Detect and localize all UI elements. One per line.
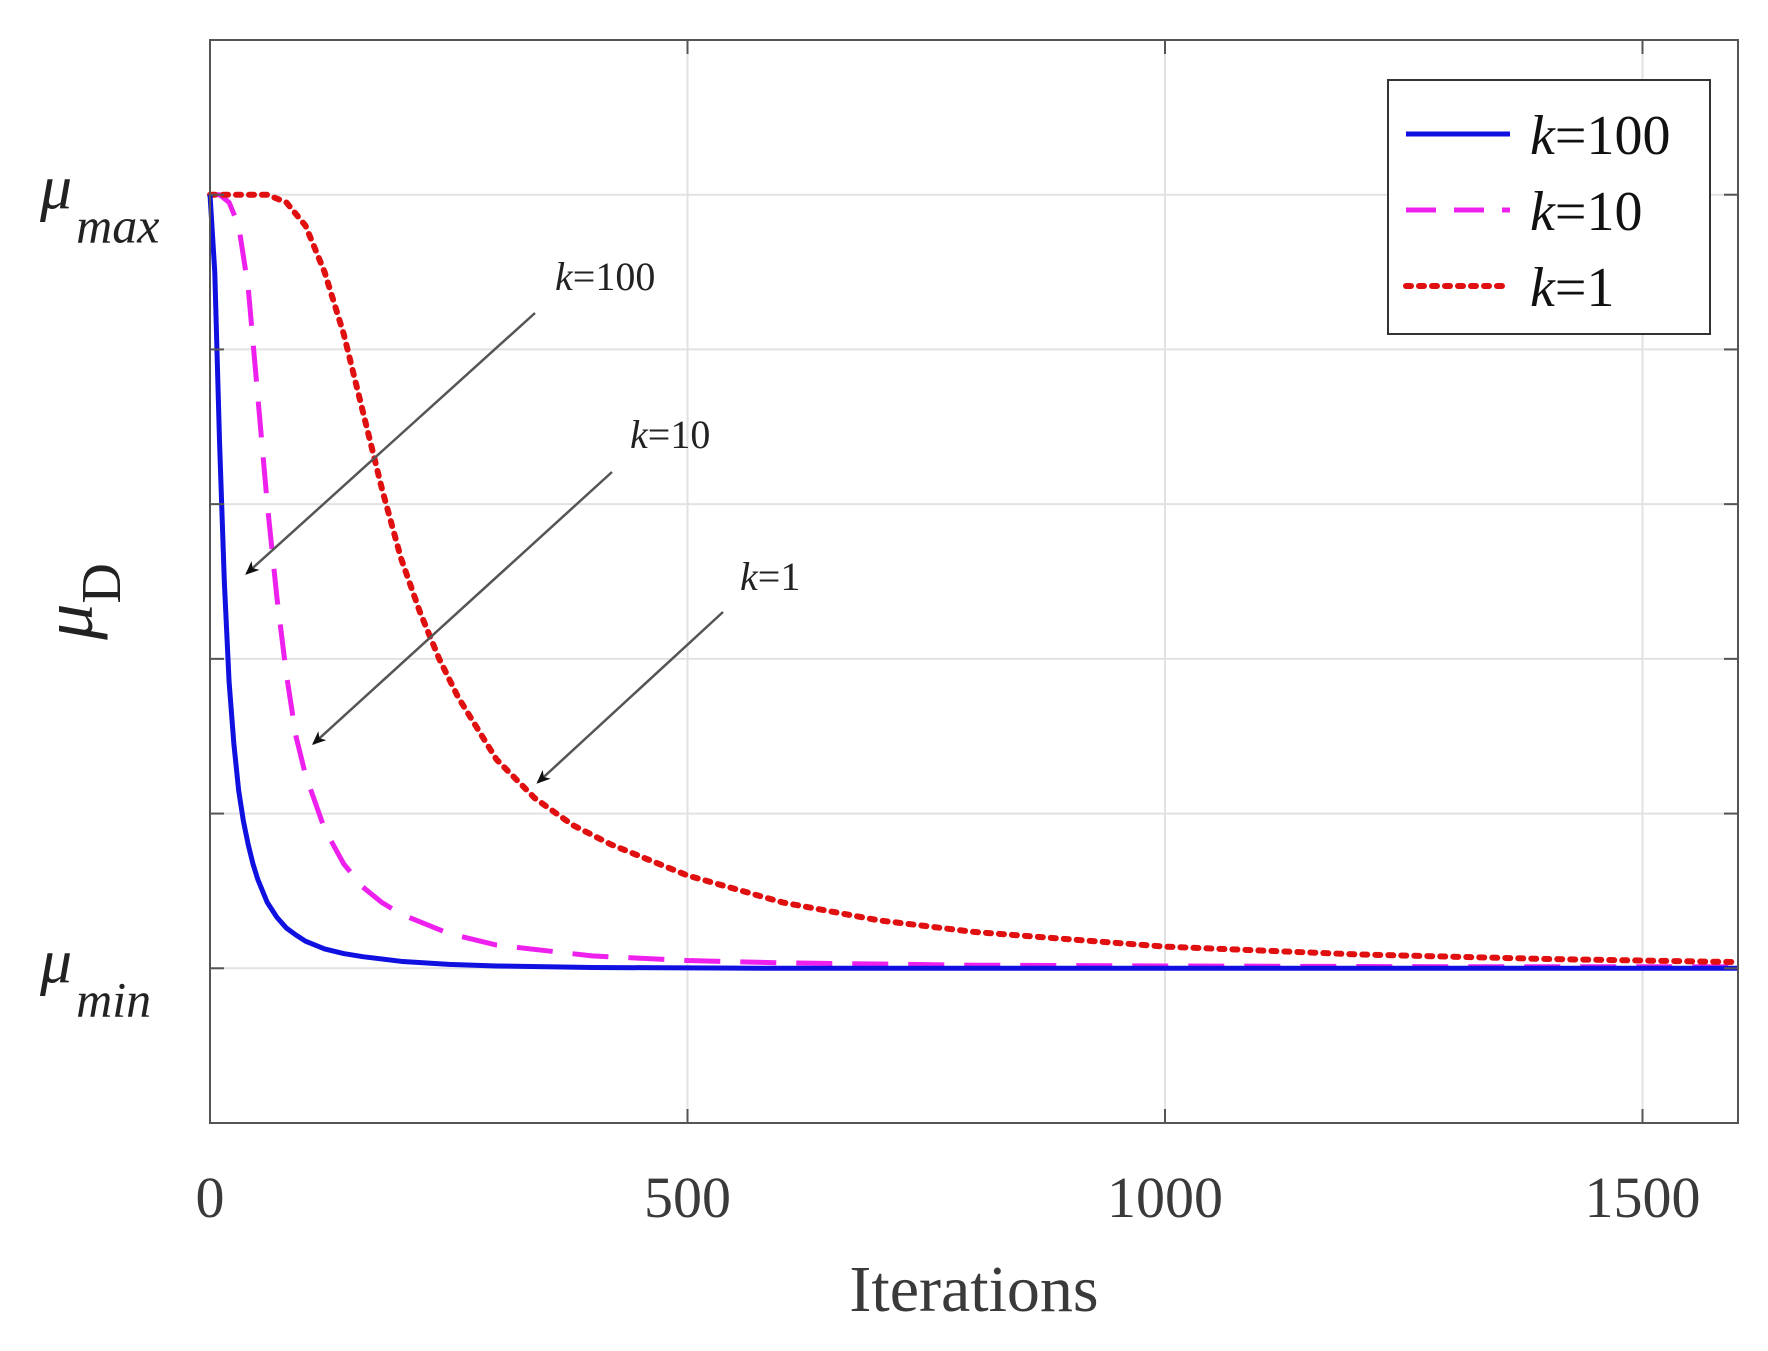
annotation-value: =10 bbox=[648, 412, 711, 457]
x-tick-labels: 0 500 1000 1500 bbox=[196, 1165, 1701, 1230]
x-tick-label: 0 bbox=[196, 1165, 225, 1230]
legend-k: k bbox=[1530, 181, 1556, 243]
annotation-k: k bbox=[740, 554, 759, 599]
series-layer bbox=[207, 191, 1741, 971]
legend-box bbox=[1387, 79, 1711, 335]
legend-k: k bbox=[1530, 257, 1556, 319]
y-tick-label: μmax bbox=[39, 152, 159, 254]
x-tick-label: 500 bbox=[644, 1165, 731, 1230]
annotation-arrow bbox=[245, 312, 536, 575]
series-line-k-100 bbox=[207, 194, 1738, 971]
y-axis-subscript: D bbox=[71, 563, 133, 603]
legend-label: k=10 bbox=[1530, 181, 1642, 243]
annotation-value: =1 bbox=[758, 554, 801, 599]
legend-k: k bbox=[1530, 105, 1556, 167]
legend-label: k=100 bbox=[1530, 105, 1670, 167]
annotation-label: k=100 bbox=[555, 254, 655, 299]
x-tick-label: 1000 bbox=[1107, 1165, 1223, 1230]
legend-label: k=1 bbox=[1530, 257, 1614, 319]
legend-value: =1 bbox=[1555, 257, 1615, 319]
annotation-label: k=10 bbox=[630, 412, 710, 457]
plot-frame bbox=[209, 39, 1739, 1124]
legend-value: =100 bbox=[1555, 105, 1671, 167]
annotation-arrow bbox=[312, 471, 613, 746]
y-tick-label-symbol: μ bbox=[39, 925, 72, 996]
series-line-k-1 bbox=[207, 191, 1741, 966]
x-axis-title: Iterations bbox=[849, 1253, 1098, 1326]
x-tick-label: 1500 bbox=[1585, 1165, 1701, 1230]
annotation-label: k=1 bbox=[740, 554, 800, 599]
y-tick-label-symbol: μ bbox=[39, 152, 72, 223]
y-axis-symbol: μ bbox=[28, 604, 108, 641]
annotation-arrow bbox=[536, 611, 724, 784]
legend-value: =10 bbox=[1555, 181, 1643, 243]
y-axis-title: μD bbox=[28, 563, 133, 641]
axis-ticks bbox=[209, 39, 1738, 1124]
annotation-k: k bbox=[630, 412, 649, 457]
y-tick-label-subscript: min bbox=[76, 971, 151, 1027]
y-tick-label-subscript: max bbox=[76, 198, 159, 254]
annotation-value: =100 bbox=[573, 254, 656, 299]
annotation-k: k bbox=[555, 254, 574, 299]
series-line-k-10 bbox=[210, 192, 1738, 970]
y-tick-label: μmin bbox=[39, 925, 151, 1027]
